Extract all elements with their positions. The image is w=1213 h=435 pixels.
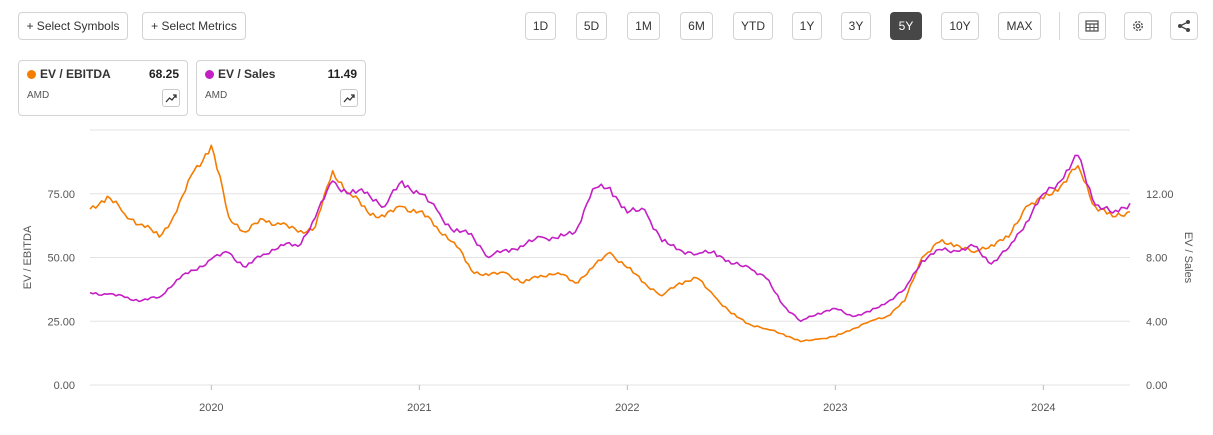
series-line-ev-sales [89, 154, 1131, 323]
range-6m-button[interactable]: 6M [680, 12, 713, 40]
y-right-tick-label: 4.00 [1146, 316, 1167, 328]
legend-ticker: AMD [205, 90, 228, 101]
series-line-ev-ebitda [89, 144, 1131, 343]
trend-up-icon [343, 94, 355, 103]
share-button[interactable] [1170, 12, 1198, 40]
x-tick-label: 2021 [407, 402, 431, 414]
y-right-axis-label: EV / Sales [1182, 232, 1194, 284]
gear-icon [1132, 20, 1144, 32]
range-ytd-button[interactable]: YTD [733, 12, 773, 40]
range-3y-button[interactable]: 3Y [841, 12, 871, 40]
select-symbols-button[interactable]: + Select Symbols [18, 12, 128, 40]
range-10y-button[interactable]: 10Y [941, 12, 979, 40]
ev-sales-color-dot [205, 70, 214, 79]
range-1y-button[interactable]: 1Y [792, 12, 822, 40]
settings-button[interactable] [1124, 12, 1152, 40]
y-left-tick-label: 0.00 [54, 380, 75, 392]
select-metrics-button[interactable]: + Select Metrics [142, 12, 246, 40]
table-view-button[interactable] [1078, 12, 1106, 40]
range-5d-button[interactable]: 5D [576, 12, 607, 40]
legend-name: EV / Sales [218, 67, 276, 81]
table-icon [1085, 20, 1099, 32]
x-tick-label: 2022 [615, 402, 639, 414]
legend-card-ev-sales[interactable]: EV / Sales 11.49 AMD [196, 60, 366, 116]
x-tick-label: 2023 [823, 402, 847, 414]
toolbar-divider [1059, 12, 1060, 40]
trend-button[interactable] [162, 89, 180, 107]
y-right-tick-label: 8.00 [1146, 253, 1167, 265]
y-left-tick-label: 25.00 [47, 316, 75, 328]
share-icon [1178, 20, 1190, 32]
y-left-tick-label: 75.00 [47, 189, 75, 201]
x-tick-label: 2020 [199, 402, 223, 414]
y-left-axis-label: EV / EBITDA [22, 225, 34, 289]
range-5y-button[interactable]: 5Y [890, 12, 922, 40]
trend-up-icon [165, 94, 177, 103]
legend-ticker: AMD [27, 90, 50, 101]
legend-card-ev-ebitda[interactable]: EV / EBITDA 68.25 AMD [18, 60, 188, 116]
range-1d-button[interactable]: 1D [525, 12, 556, 40]
ev-ebitda-color-dot [27, 70, 36, 79]
range-1m-button[interactable]: 1M [627, 12, 660, 40]
legend-value: 11.49 [327, 67, 357, 81]
y-right-tick-label: 0.00 [1146, 380, 1167, 392]
x-tick-label: 2024 [1031, 402, 1055, 414]
y-right-tick-label: 12.00 [1146, 189, 1174, 201]
legend-value: 68.25 [148, 67, 179, 81]
y-left-tick-label: 50.00 [47, 253, 75, 265]
legend-name: EV / EBITDA [40, 67, 111, 81]
range-max-button[interactable]: MAX [998, 12, 1041, 40]
trend-button[interactable] [340, 89, 358, 107]
